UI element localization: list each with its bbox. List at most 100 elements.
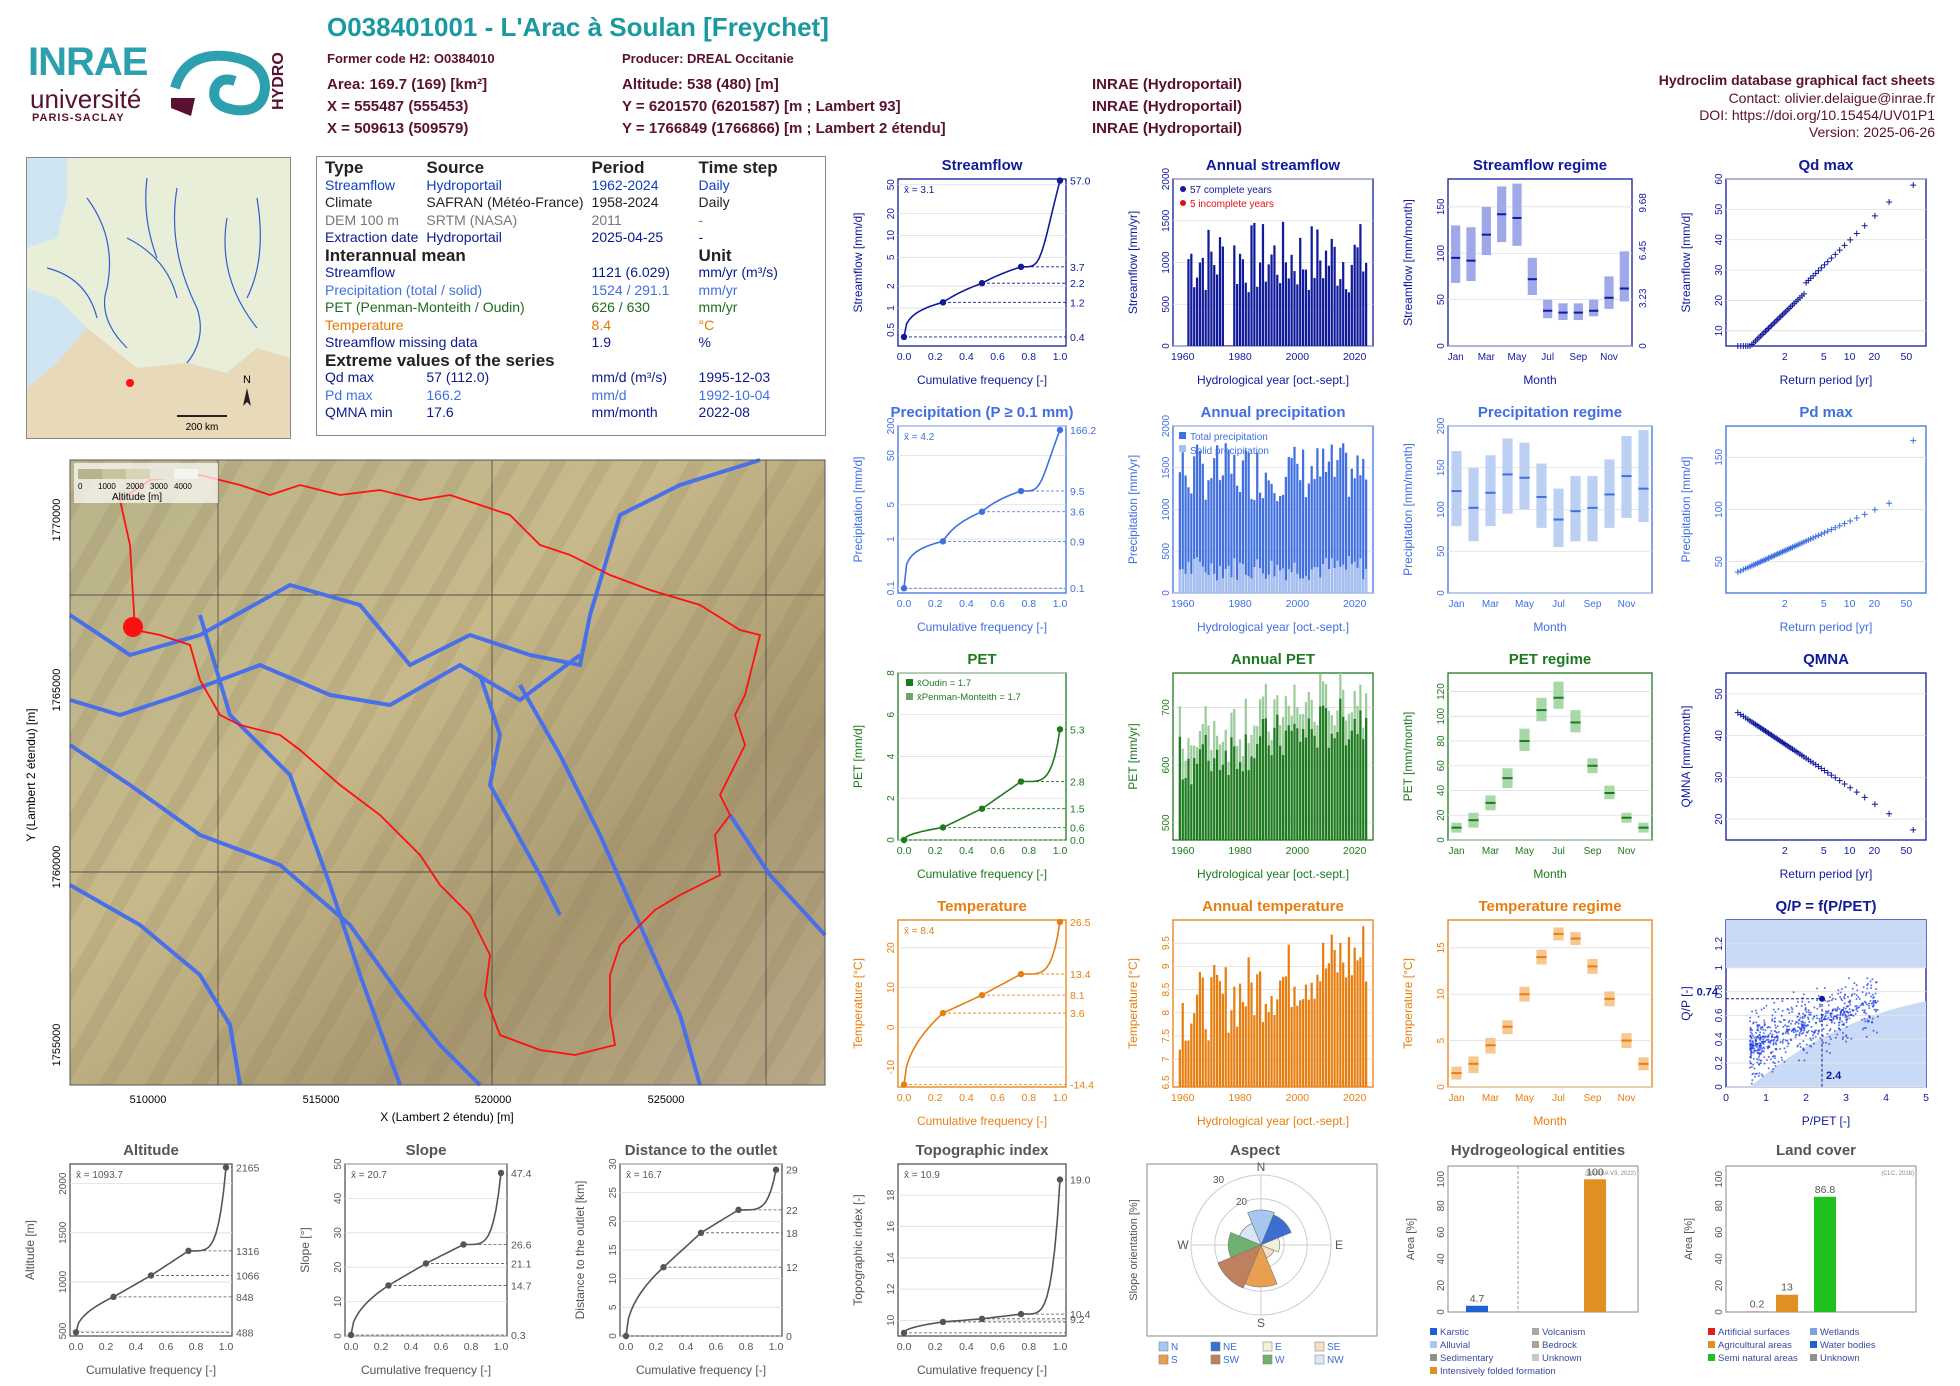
- x-tick-label: 0.8: [189, 1341, 204, 1353]
- bar: [1210, 771, 1213, 840]
- cell: Daily: [698, 194, 730, 210]
- bar-solid: [1264, 578, 1267, 593]
- y-tick-label: 60: [1436, 1226, 1447, 1238]
- x-tick-label: 0.4: [959, 598, 974, 610]
- y-tick-label: 0: [1714, 1084, 1725, 1090]
- data-point: [1862, 986, 1865, 989]
- y-tick-label: 50: [333, 1158, 344, 1170]
- data-point: [1828, 1035, 1831, 1038]
- data-point: [1810, 1039, 1813, 1042]
- y-tick-label: 50: [886, 450, 897, 462]
- data-point: [1787, 1032, 1790, 1035]
- data-point: [1842, 1022, 1845, 1025]
- cell: Daily: [698, 176, 730, 193]
- data-point: [1796, 1015, 1799, 1018]
- data-point: [1814, 1035, 1817, 1038]
- bar: [1365, 479, 1368, 593]
- bar-solid: [1347, 556, 1351, 593]
- regime-box: [1543, 299, 1553, 319]
- data-point: [1850, 1014, 1853, 1017]
- data-point: [1868, 992, 1871, 995]
- data-point: [1816, 999, 1819, 1002]
- y-tick-label: 0: [886, 837, 897, 843]
- y-tick-label: 20: [1714, 294, 1725, 306]
- cell: 17.6: [426, 404, 454, 420]
- data-point: [1805, 1025, 1808, 1028]
- chart-title: Streamflow regime: [1473, 157, 1607, 174]
- bar-solid: [1350, 564, 1353, 593]
- legend-swatch: [1708, 1354, 1715, 1361]
- data-point: [1752, 1034, 1755, 1037]
- bar-solid: [1247, 576, 1250, 593]
- bar: [1296, 284, 1299, 346]
- data-point: [1910, 182, 1917, 189]
- data-point: [1749, 1040, 1752, 1043]
- y-tick-label: 40: [1714, 730, 1725, 742]
- x-tick-label: 1.0: [1053, 1341, 1068, 1353]
- bar: [1301, 999, 1305, 1087]
- x-tick: 520000: [475, 1094, 512, 1106]
- x-tick-label: 2: [1782, 598, 1788, 610]
- y-tick-label: 150: [1436, 198, 1447, 215]
- y-tick-label: 20: [886, 208, 897, 220]
- bar: [1261, 1021, 1265, 1087]
- hydro-spiral-logo: [170, 50, 271, 116]
- data-point: [1770, 1039, 1773, 1042]
- cell: Extraction date: [325, 229, 419, 245]
- legend-text: NE: [1223, 1342, 1237, 1353]
- bar-solid: [1236, 579, 1239, 593]
- data-point: [1758, 1051, 1761, 1054]
- legend-swatch: [1708, 1328, 1715, 1335]
- data-point: [1757, 1015, 1760, 1018]
- bar: [1207, 229, 1210, 346]
- data-point: [1812, 1042, 1815, 1045]
- bar-solid: [1178, 569, 1181, 593]
- bar: [1330, 444, 1333, 593]
- data-point: [1853, 992, 1856, 995]
- aspect-sector: [1247, 1209, 1275, 1246]
- quantile-label: 10.4: [1070, 1309, 1091, 1321]
- data-point: [1821, 529, 1828, 536]
- bar: [1241, 771, 1245, 840]
- bar: [1344, 977, 1348, 1087]
- cell: Climate: [325, 194, 373, 210]
- data-point: [1825, 1024, 1828, 1027]
- chart-title: Hydrogeological entities: [1451, 1142, 1625, 1159]
- x-axis-label: Cumulative frequency [-]: [917, 1363, 1047, 1377]
- data-point: [1874, 992, 1877, 995]
- data-point: [1799, 1028, 1802, 1031]
- data-point: [1749, 1031, 1752, 1034]
- data-point: [1861, 1003, 1864, 1006]
- x-tick-label: 0.8: [1021, 1341, 1036, 1353]
- bar: [1247, 957, 1250, 1087]
- doi: DOI: https://doi.org/10.15454/UV01P1: [1699, 107, 1935, 123]
- data-point: [1759, 1036, 1762, 1039]
- data-point: [1843, 1002, 1846, 1005]
- data-point: [1843, 996, 1846, 999]
- y-tick-label: 18: [886, 1189, 897, 1201]
- data-point: [1824, 1010, 1827, 1013]
- data-point: [1853, 982, 1856, 985]
- data-point: [1754, 1039, 1757, 1042]
- data-point: [1791, 1019, 1794, 1022]
- quantile-label: 848: [236, 1292, 254, 1304]
- bar-solid: [1339, 566, 1342, 593]
- data-point: [1769, 1032, 1772, 1035]
- mean-label: x̄ = 8.4: [904, 926, 935, 937]
- france-inset-map: N 200 km: [26, 157, 291, 439]
- x-tick-label: 0.6: [990, 845, 1005, 857]
- data-point: [1763, 1056, 1766, 1059]
- x-axis-label: Cumulative frequency [-]: [917, 1114, 1047, 1128]
- data-point: [1840, 988, 1843, 991]
- bar: [1347, 739, 1351, 840]
- source-note: (CLC, 2018): [1881, 1171, 1914, 1177]
- data-point: [1789, 1022, 1792, 1025]
- version: Version: 2025-06-26: [1808, 124, 1935, 140]
- x-tick-label: Jan: [1448, 599, 1464, 610]
- data-point: [1767, 1026, 1770, 1029]
- legend-swatch: [1158, 1341, 1169, 1352]
- data-point: [1760, 1073, 1763, 1076]
- quantile-point: [385, 1282, 392, 1289]
- y-tick-label: 0: [1714, 1309, 1725, 1315]
- x-axis-label: Hydrological year [oct.-sept.]: [1197, 373, 1349, 387]
